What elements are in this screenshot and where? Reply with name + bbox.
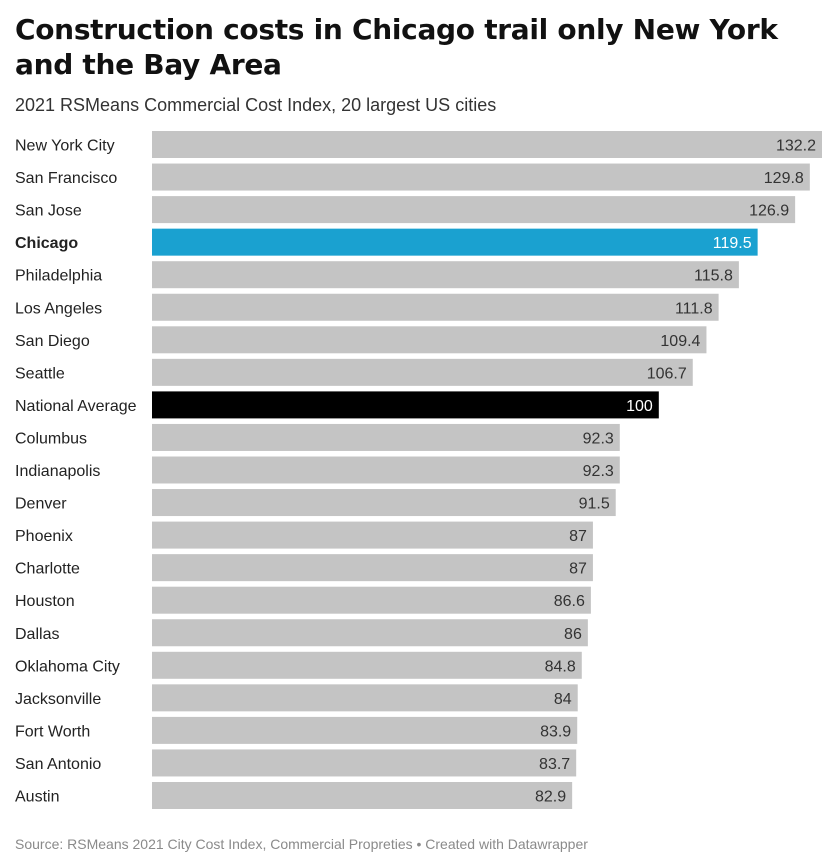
category-label-san-francisco: San Francisco	[15, 170, 117, 187]
category-label-jacksonville: Jacksonville	[15, 691, 101, 708]
category-label-new-york-city: New York City	[15, 138, 115, 155]
bar-san-jose	[152, 196, 796, 224]
category-label-denver: Denver	[15, 496, 67, 513]
bar-charlotte	[152, 554, 593, 582]
value-label-charlotte: 87	[569, 561, 587, 578]
value-label-fort-worth: 83.9	[540, 723, 571, 740]
bar-columbus	[152, 423, 620, 451]
category-label-chicago: Chicago	[15, 235, 78, 252]
category-label-houston: Houston	[15, 593, 75, 610]
value-label-los-angeles: 111.8	[675, 300, 713, 317]
category-label-national-average: National Average	[15, 398, 137, 415]
bar-san-antonio	[152, 749, 577, 777]
value-label-austin: 82.9	[535, 789, 566, 806]
bar-new-york-city	[152, 131, 822, 158]
bar-oklahoma-city	[152, 651, 582, 679]
category-label-austin: Austin	[15, 789, 59, 806]
bar-indianapolis	[152, 456, 620, 484]
value-label-dallas: 86	[564, 626, 582, 643]
value-label-jacksonville: 84	[554, 691, 572, 708]
bar-san-diego	[152, 326, 707, 354]
category-label-fort-worth: Fort Worth	[15, 723, 90, 740]
value-label-indianapolis: 92.3	[583, 463, 614, 480]
chart-title: Construction costs in Chicago trail only…	[15, 13, 778, 81]
bar-chart: New York City 132.2 San Francisco 129.8 San …	[15, 131, 822, 809]
category-label-san-diego: San Diego	[15, 333, 90, 350]
category-label-phoenix: Phoenix	[15, 528, 73, 545]
value-label-seattle: 106.7	[647, 365, 687, 382]
category-label-philadelphia: Philadelphia	[15, 268, 102, 285]
value-label-san-jose: 126.9	[749, 203, 789, 220]
value-label-national-average: 100	[626, 398, 653, 415]
bar-san-francisco	[152, 163, 810, 191]
value-label-san-antonio: 83.7	[539, 756, 570, 773]
bar-houston	[152, 586, 591, 614]
value-label-houston: 86.6	[554, 593, 585, 610]
chart-subtitle: 2021 RSMeans Commercial Cost Index, 20 l…	[15, 95, 497, 115]
value-label-san-francisco: 129.8	[764, 170, 804, 187]
category-label-charlotte: Charlotte	[15, 561, 80, 578]
bar-denver	[152, 489, 616, 517]
category-label-seattle: Seattle	[15, 365, 65, 382]
bar-national-average	[152, 391, 659, 419]
bar-chicago	[152, 228, 758, 256]
value-label-chicago: 119.5	[713, 235, 752, 252]
bar-fort-worth	[152, 716, 578, 744]
bar-seattle	[152, 358, 693, 386]
category-label-los-angeles: Los Angeles	[15, 300, 102, 317]
bar-dallas	[152, 619, 588, 647]
category-label-oklahoma-city: Oklahoma City	[15, 658, 120, 675]
value-label-philadelphia: 115.8	[694, 268, 733, 285]
value-label-columbus: 92.3	[583, 430, 614, 447]
value-label-san-diego: 109.4	[660, 333, 700, 350]
category-label-san-jose: San Jose	[15, 203, 82, 220]
bar-austin	[152, 782, 573, 809]
bar-los-angeles	[152, 293, 719, 321]
bar-jacksonville	[152, 684, 578, 712]
value-label-oklahoma-city: 84.8	[545, 658, 576, 675]
source-note: Source: RSMeans 2021 City Cost Index, Co…	[15, 836, 588, 852]
category-label-columbus: Columbus	[15, 430, 87, 447]
category-label-san-antonio: San Antonio	[15, 756, 101, 773]
value-label-new-york-city: 132.2	[776, 138, 816, 155]
category-label-dallas: Dallas	[15, 626, 59, 643]
value-label-denver: 91.5	[579, 496, 610, 513]
value-label-phoenix: 87	[569, 528, 587, 545]
bar-phoenix	[152, 521, 593, 549]
bar-philadelphia	[152, 261, 739, 289]
category-label-indianapolis: Indianapolis	[15, 463, 100, 480]
